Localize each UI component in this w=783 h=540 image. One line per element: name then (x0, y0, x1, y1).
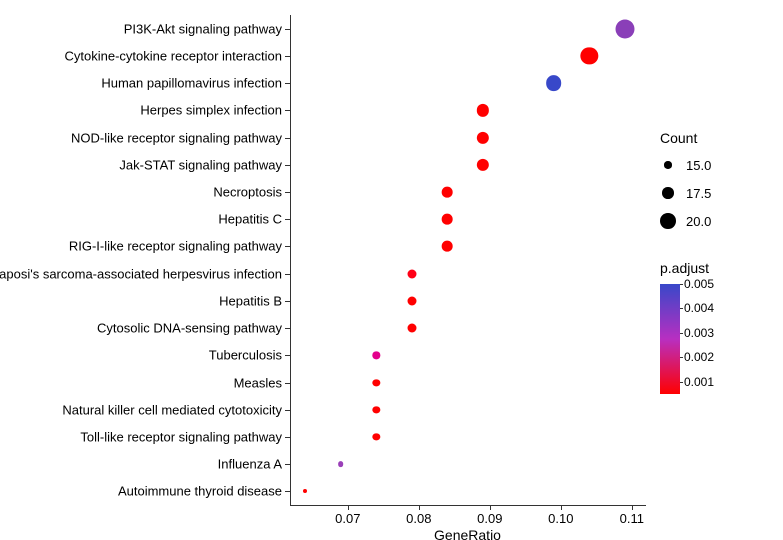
enrichment-dot-plot: 0.070.080.090.100.11 PI3K-Akt signaling … (0, 0, 783, 540)
y-tick-mark (285, 192, 290, 193)
data-point (338, 461, 344, 467)
y-tick-mark (285, 110, 290, 111)
y-tick-label: Measles (234, 375, 282, 390)
legend-count: Count 15.0 17.5 20.0 (660, 130, 711, 238)
y-tick-mark (285, 56, 290, 57)
data-point (477, 159, 489, 171)
legend-swatch (664, 161, 671, 168)
y-tick-label: Influenza A (218, 457, 282, 472)
y-tick-mark (285, 219, 290, 220)
x-tick-label: 0.10 (548, 511, 573, 526)
colorbar-tick-mark (680, 382, 683, 383)
y-tick-mark (285, 328, 290, 329)
legend-swatch (662, 187, 674, 199)
legend-swatch (660, 213, 676, 229)
data-point (477, 104, 489, 116)
y-tick-mark (285, 165, 290, 166)
colorbar-tick-label: 0.004 (684, 301, 714, 315)
x-tick-mark (419, 505, 420, 510)
data-point (615, 19, 634, 38)
x-tick-mark (490, 505, 491, 510)
plot-area: 0.070.080.090.100.11 (290, 15, 646, 506)
legend-count-item: 17.5 (660, 182, 711, 204)
y-tick-label: Human papillomavirus infection (101, 76, 282, 91)
data-point (407, 269, 416, 278)
y-tick-mark (285, 274, 290, 275)
data-point (442, 241, 453, 252)
y-tick-label: Cytosolic DNA-sensing pathway (97, 321, 282, 336)
x-tick-label: 0.11 (620, 511, 644, 526)
data-point (373, 433, 380, 440)
colorbar-tick-label: 0.002 (684, 350, 714, 364)
legend-count-label: 20.0 (686, 214, 711, 229)
data-point (546, 75, 562, 91)
colorbar-tick-mark (680, 308, 683, 309)
x-tick-label: 0.09 (477, 511, 502, 526)
x-axis-title: GeneRatio (434, 527, 501, 540)
legend-padjust: p.adjust 0.0050.0040.0030.0020.001 (660, 260, 709, 394)
legend-count-label: 17.5 (686, 186, 711, 201)
colorbar-tick-label: 0.005 (684, 277, 714, 291)
y-tick-label: Herpes simplex infection (140, 103, 282, 118)
y-tick-label: PI3K-Akt signaling pathway (124, 21, 282, 36)
colorbar-tick-mark (680, 333, 683, 334)
y-tick-label: RIG-I-like receptor signaling pathway (69, 239, 282, 254)
x-tick-label: 0.07 (335, 511, 360, 526)
y-tick-mark (285, 301, 290, 302)
y-tick-label: Tuberculosis (209, 348, 282, 363)
y-tick-mark (285, 355, 290, 356)
colorbar-tick-label: 0.003 (684, 326, 714, 340)
colorbar: 0.0050.0040.0030.0020.001 (660, 284, 680, 394)
y-tick-mark (285, 410, 290, 411)
data-point (477, 131, 489, 143)
data-point (407, 324, 416, 333)
y-tick-label: Jak-STAT signaling pathway (119, 157, 282, 172)
y-tick-label: Cytokine-cytokine receptor interaction (65, 48, 283, 63)
data-point (442, 187, 453, 198)
data-point (442, 214, 453, 225)
x-tick-mark (348, 505, 349, 510)
y-tick-mark (285, 138, 290, 139)
y-tick-mark (285, 29, 290, 30)
legend-count-title: Count (660, 130, 711, 146)
data-point (373, 352, 380, 359)
data-point (373, 406, 380, 413)
x-tick-mark (561, 505, 562, 510)
data-point (303, 489, 307, 493)
y-tick-label: Hepatitis C (218, 212, 282, 227)
y-tick-label: Necroptosis (213, 184, 282, 199)
y-tick-mark (285, 437, 290, 438)
data-point (407, 296, 416, 305)
y-tick-label: Kaposi's sarcoma-associated herpesvirus … (0, 266, 282, 281)
y-tick-label: Toll-like receptor signaling pathway (80, 429, 282, 444)
y-tick-mark (285, 491, 290, 492)
y-tick-label: Hepatitis B (219, 293, 282, 308)
y-tick-mark (285, 383, 290, 384)
colorbar-tick-mark (680, 284, 683, 285)
colorbar-tick-label: 0.001 (684, 375, 714, 389)
colorbar-tick-mark (680, 357, 683, 358)
y-tick-label: Autoimmune thyroid disease (118, 484, 282, 499)
y-tick-mark (285, 464, 290, 465)
data-point (581, 47, 598, 64)
data-point (373, 379, 380, 386)
legend-count-item: 20.0 (660, 210, 711, 232)
y-tick-mark (285, 246, 290, 247)
legend-count-label: 15.0 (686, 158, 711, 173)
x-tick-label: 0.08 (406, 511, 431, 526)
legend-count-item: 15.0 (660, 154, 711, 176)
legend-padjust-title: p.adjust (660, 260, 709, 276)
y-tick-mark (285, 83, 290, 84)
x-tick-mark (632, 505, 633, 510)
y-tick-label: Natural killer cell mediated cytotoxicit… (62, 402, 282, 417)
y-tick-label: NOD-like receptor signaling pathway (71, 130, 282, 145)
